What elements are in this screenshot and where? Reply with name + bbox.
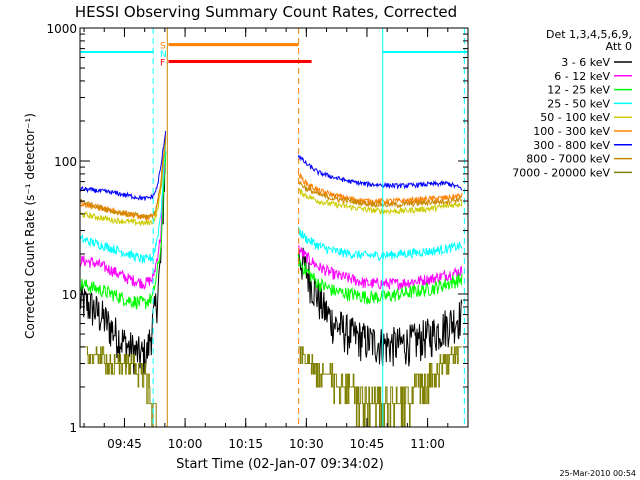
series-line-25-50-kev-0 xyxy=(79,139,167,264)
series-100-300-kev xyxy=(79,134,463,222)
series-line-300-800-kev-0 xyxy=(79,130,167,201)
series-line-7000-20000-kev-0 xyxy=(80,346,157,428)
x-tick-label: 09:45 xyxy=(107,437,142,451)
series-6-12-kev xyxy=(79,150,463,291)
legend-label-300-800-kev: 300 - 800 keV xyxy=(533,139,610,152)
legend-header-line: Att 0 xyxy=(606,40,632,53)
legend-label-25-50-kev: 25 - 50 keV xyxy=(547,97,610,110)
chart-title: HESSI Observing Summary Count Rates, Cor… xyxy=(75,3,457,21)
series-line-300-800-kev-1 xyxy=(297,154,463,191)
x-axis-label: Start Time (02-Jan-07 09:34:02) xyxy=(176,457,384,472)
legend-label-7000-20000-kev: 7000 - 20000 keV xyxy=(512,166,610,179)
series-line-6-12-kev-0 xyxy=(79,150,167,291)
y-axis-label: Corrected Count Rate (s⁻¹ detector⁻¹) xyxy=(23,113,37,339)
series-line-100-300-kev-0 xyxy=(79,134,167,222)
series-800-7000-kev xyxy=(79,139,463,220)
marker-layer: SNF xyxy=(80,28,468,427)
series-7000-20000-kev xyxy=(80,346,462,428)
series-line-800-7000-kev-0 xyxy=(79,139,167,220)
series-25-50-kev xyxy=(79,139,463,264)
x-tick-label: 10:00 xyxy=(168,437,203,451)
axes-layer: 1 10 100 1000 09:45 10:00 10:15 10:30 10:45 11:00 xyxy=(46,22,469,451)
series-3-6-kev xyxy=(79,152,463,375)
x-tick-label: 10:30 xyxy=(289,437,324,451)
series-line-7000-20000-kev-1 xyxy=(298,346,462,428)
series-line-100-300-kev-1 xyxy=(297,171,463,206)
footer-timestamp: 25-Mar-2010 00:54 xyxy=(560,469,637,478)
y-tick-label: 10 xyxy=(62,288,77,302)
marker-label-f: F xyxy=(160,58,165,68)
series-12-25-kev xyxy=(79,151,463,310)
marker-label-s: S xyxy=(160,42,166,52)
series-line-6-12-kev-1 xyxy=(297,244,463,291)
x-tick-label: 10:45 xyxy=(350,437,385,451)
marker-label-n: N xyxy=(160,50,167,60)
plot-frame xyxy=(79,27,469,428)
series-line-800-7000-kev-1 xyxy=(297,180,463,209)
legend-label-12-25-kev: 12 - 25 keV xyxy=(547,84,610,97)
legend-header-line: Det 1,3,4,5,6,9, xyxy=(546,28,632,41)
series-line-3-6-kev-0 xyxy=(79,152,167,375)
series-line-50-100-kev-1 xyxy=(298,188,463,215)
x-tick-label: 11:00 xyxy=(410,437,445,451)
series-line-12-25-kev-0 xyxy=(79,151,167,310)
legend-label-6-12-kev: 6 - 12 keV xyxy=(554,70,610,83)
series-line-12-25-kev-1 xyxy=(297,254,463,305)
y-tick-label: 100 xyxy=(54,155,77,169)
series-300-800-kev xyxy=(79,130,463,201)
series-line-50-100-kev-0 xyxy=(79,136,167,227)
legend-label-100-300-kev: 100 - 300 keV xyxy=(533,125,610,138)
legend-label-800-7000-kev: 800 - 7000 keV xyxy=(526,153,610,166)
x-tick-label: 10:15 xyxy=(228,437,263,451)
y-tick-label: 1000 xyxy=(46,22,77,36)
series-layer xyxy=(79,130,463,428)
y-tick-label: 1 xyxy=(69,421,77,435)
series-line-25-50-kev-1 xyxy=(297,226,463,261)
legend-label-3-6-kev: 3 - 6 keV xyxy=(561,56,610,69)
legend-label-50-100-kev: 50 - 100 keV xyxy=(540,111,610,124)
series-50-100-kev xyxy=(79,136,463,227)
series-line-3-6-kev-1 xyxy=(297,247,463,367)
